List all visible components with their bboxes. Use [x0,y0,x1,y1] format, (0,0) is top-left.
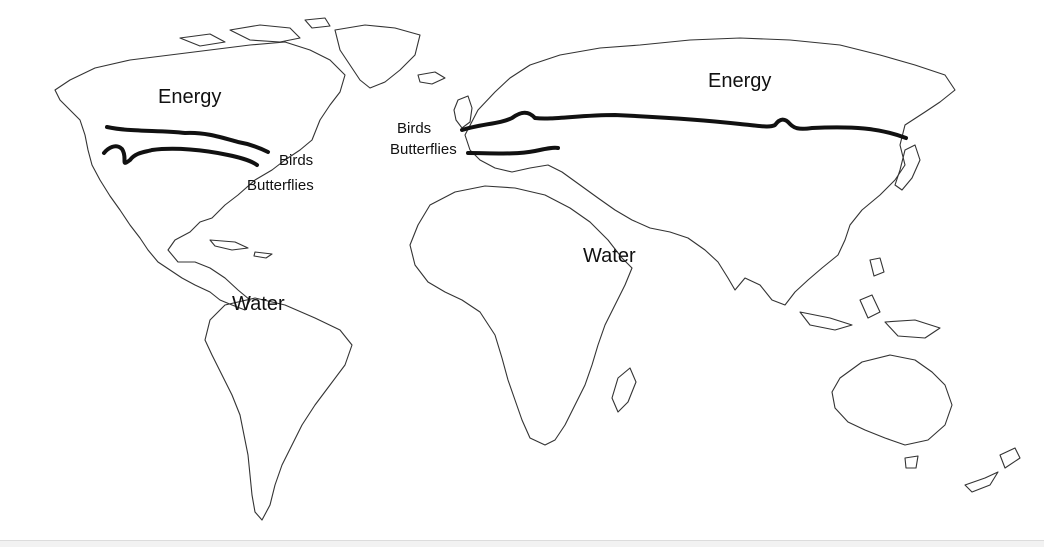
australia-outline [831,354,953,446]
madagascar-outline [611,367,637,413]
europe-birds-label: Birds [397,120,431,137]
eurasia-northern-boundary-line [460,110,908,140]
new-zealand-outline [964,447,1021,493]
north-america-water-label: Water [232,293,285,315]
africa-outline [409,185,633,446]
arctic-islands-outline [179,17,331,47]
iceland-outline [417,71,446,85]
north-america-birds-label: Birds [279,152,313,169]
europe-butterflies-label: Butterflies [390,141,457,158]
north-america-northern-boundary-line [105,125,270,154]
tasmania-outline [904,455,919,469]
north-america-outline [54,41,346,311]
caribbean-islands-outline [209,239,273,259]
north-america-butterflies-label: Butterflies [247,177,314,194]
bottom-strip [0,540,1044,547]
north-america-energy-label: Energy [158,86,221,108]
europe-southern-boundary-line [466,145,560,156]
southeast-asia-islands-outline [799,257,941,339]
south-america-outline [204,297,353,521]
eurasia-outline [464,37,956,306]
greenland-outline [334,24,421,89]
africa-water-label: Water [583,245,636,267]
eurasia-energy-label: Energy [708,70,771,92]
japan-outline [894,144,921,191]
north-america-southern-boundary-line [102,144,259,167]
uk-outline [453,95,473,129]
